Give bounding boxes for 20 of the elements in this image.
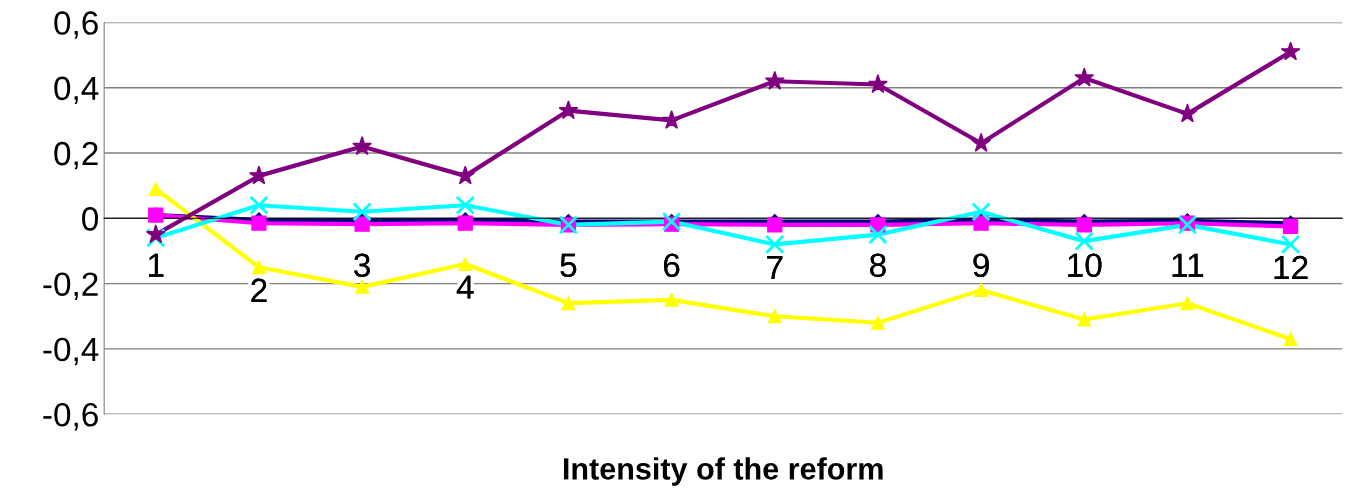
y-tick-label: 0,4 <box>54 76 99 105</box>
x-tick-label: 9 <box>973 253 989 278</box>
y-tick-label: -0,2 <box>43 272 98 300</box>
y-tick-label: 0,2 <box>54 141 98 170</box>
x-tick-label: 10 <box>1068 253 1102 278</box>
y-tick-label: 0,6 <box>54 11 98 39</box>
x-tick-label: 7 <box>767 256 783 280</box>
x-axis-title: Intensity of the reform <box>563 457 883 486</box>
x-tick-label: 6 <box>664 253 680 278</box>
y-tick-label: 0 <box>82 207 99 231</box>
y-tick-label: -0,4 <box>43 337 99 366</box>
y-tick-label: -0,6 <box>43 402 98 431</box>
x-tick-label: 12 <box>1274 255 1308 280</box>
x-tick-label: 1 <box>149 253 164 277</box>
x-tick-label: 5 <box>560 253 577 278</box>
x-tick-label: 4 <box>456 275 474 299</box>
x-tick-label: 2 <box>251 278 267 302</box>
x-tick-label: 8 <box>870 253 886 278</box>
x-tick-label: 11 <box>1172 253 1204 277</box>
x-tick-label: 3 <box>354 253 370 278</box>
